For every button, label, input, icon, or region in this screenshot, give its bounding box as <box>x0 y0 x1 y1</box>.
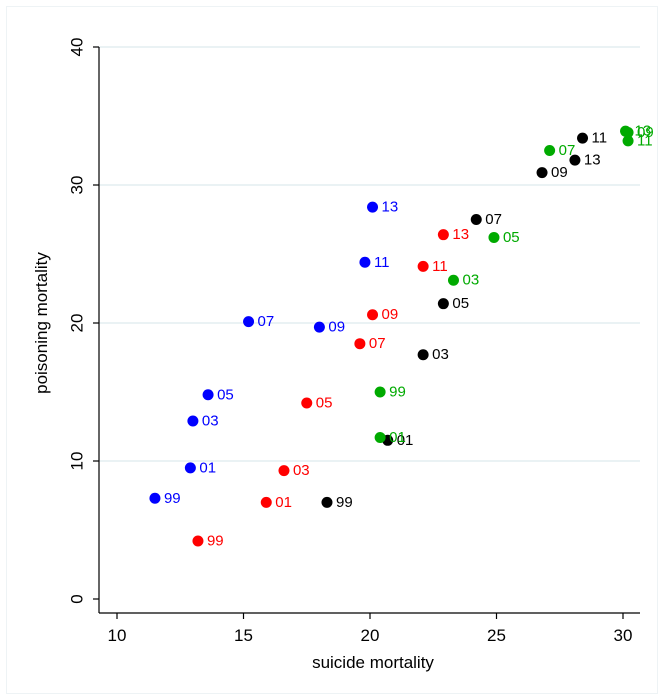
point-label-s1-07: 07 <box>369 335 386 352</box>
point-s0-99 <box>149 492 161 504</box>
point-label-s3-07: 07 <box>559 142 576 159</box>
y-tick-label-20: 20 <box>68 314 87 333</box>
point-s3-05 <box>488 231 500 243</box>
point-label-s2-05: 05 <box>452 295 469 312</box>
y-tick-label-30: 30 <box>68 176 87 195</box>
point-s0-07 <box>243 316 255 328</box>
point-label-s2-11: 11 <box>592 130 608 147</box>
point-label-s3-11: 11 <box>637 132 653 149</box>
point-label-s1-03: 03 <box>293 462 310 479</box>
point-label-s0-11: 11 <box>374 254 390 271</box>
point-s3-03 <box>447 274 459 286</box>
point-label-s1-09: 09 <box>382 306 399 323</box>
point-s2-13 <box>569 154 581 166</box>
point-label-s3-05: 05 <box>503 229 520 246</box>
point-label-s2-13: 13 <box>584 152 601 169</box>
point-s1-99 <box>192 535 204 547</box>
point-label-s3-01: 01 <box>389 429 406 446</box>
point-label-s0-13: 13 <box>382 199 399 216</box>
point-s2-05 <box>437 298 449 310</box>
point-s2-03 <box>417 349 429 361</box>
point-label-s2-09: 09 <box>551 164 568 181</box>
gridlines <box>99 46 640 462</box>
point-s1-11 <box>417 260 429 272</box>
plot-frame <box>6 6 658 694</box>
x-tick-label-20: 20 <box>361 626 380 645</box>
point-s0-01 <box>184 462 196 474</box>
point-label-s0-09: 09 <box>328 319 345 336</box>
point-s3-07 <box>544 145 556 156</box>
data-points <box>149 125 634 547</box>
y-tick-label-10: 10 <box>68 452 87 471</box>
point-s1-09 <box>367 309 379 321</box>
point-s2-99 <box>321 496 333 508</box>
y-axis-title: poisoning mortality <box>32 252 51 394</box>
point-s2-11 <box>577 132 589 144</box>
x-tick-label-25: 25 <box>487 626 506 645</box>
point-s3-13 <box>620 125 632 137</box>
point-label-s1-01: 01 <box>275 494 292 511</box>
point-label-s3-03: 03 <box>462 272 479 289</box>
x-tick-label-30: 30 <box>614 626 633 645</box>
point-label-s2-99: 99 <box>336 494 353 511</box>
point-label-s0-03: 03 <box>202 412 219 429</box>
point-label-s3-09: 09 <box>637 124 654 141</box>
x-tick-label-15: 15 <box>234 626 253 645</box>
point-label-s1-13: 13 <box>452 226 469 243</box>
point-label-s2-03: 03 <box>432 346 449 363</box>
x-tick-label-10: 10 <box>108 626 127 645</box>
point-s0-05 <box>202 389 214 401</box>
point-s0-11 <box>359 256 371 268</box>
point-label-s2-07: 07 <box>485 211 502 228</box>
point-s1-05 <box>301 397 313 409</box>
point-label-s1-05: 05 <box>316 395 333 412</box>
x-axis-title: suicide mortality <box>312 653 434 672</box>
point-s2-09 <box>536 167 548 179</box>
y-tick-label-0: 0 <box>68 594 87 603</box>
y-tick-label-40: 40 <box>68 38 87 57</box>
point-label-s2-01: 01 <box>397 432 414 449</box>
point-s3-01 <box>374 432 386 444</box>
point-s3-11 <box>622 135 634 147</box>
point-label-s0-99: 99 <box>164 490 181 507</box>
point-s2-07 <box>470 214 482 225</box>
point-label-s1-11: 11 <box>432 258 448 275</box>
point-s1-03 <box>278 465 290 477</box>
point-label-s3-99: 99 <box>389 384 406 401</box>
point-s0-13 <box>367 201 379 213</box>
point-label-s0-05: 05 <box>217 386 234 403</box>
point-s1-13 <box>437 229 449 241</box>
point-label-s0-07: 07 <box>258 313 275 330</box>
point-s0-09 <box>313 321 325 333</box>
point-label-s0-01: 01 <box>199 459 216 476</box>
point-s3-99 <box>374 386 386 398</box>
point-label-s1-99: 99 <box>207 533 224 550</box>
point-s1-07 <box>354 338 366 350</box>
point-label-s3-13: 13 <box>635 123 652 140</box>
point-s0-03 <box>187 415 199 427</box>
point-s1-01 <box>260 496 272 508</box>
